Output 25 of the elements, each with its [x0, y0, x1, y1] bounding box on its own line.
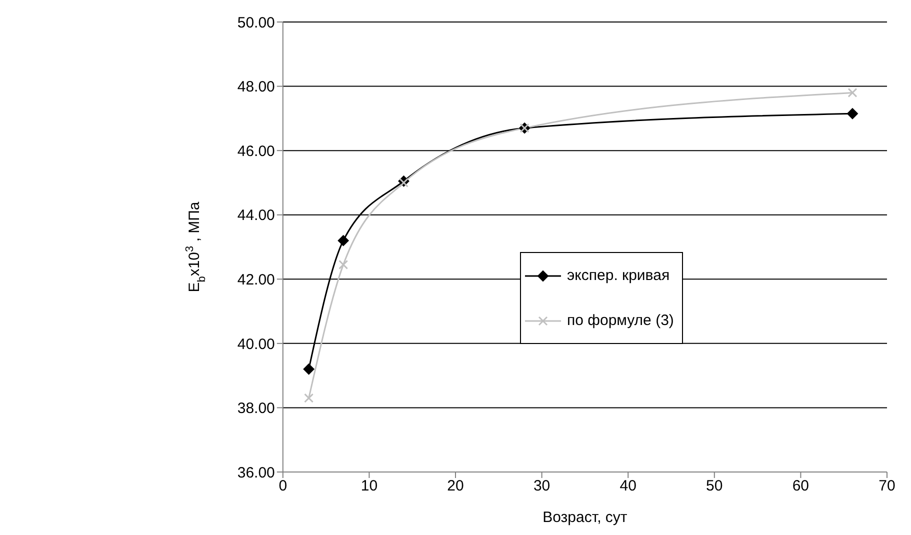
x-tick-label: 0 [278, 478, 288, 495]
legend-label: по формуле (3) [567, 312, 674, 329]
x-tick-label: 50 [706, 478, 723, 495]
x-axis-title: Возраст, сут [542, 509, 628, 526]
y-tick-label: 38.00 [237, 400, 275, 418]
legend-label: экспер. кривая [567, 267, 670, 284]
y-tick-label: 40.00 [237, 336, 275, 353]
point [303, 364, 314, 375]
point [848, 88, 858, 98]
y-tick-label: 42.00 [237, 271, 275, 288]
y-tick-label: 48.00 [237, 78, 275, 96]
x-tick-label: 30 [533, 478, 550, 495]
y-tick-label: 46.00 [237, 142, 275, 160]
y-tick-label: 36.00 [237, 464, 275, 482]
point [304, 393, 314, 403]
x-tick-label: 20 [447, 478, 464, 495]
y-tick-label: 50.00 [237, 14, 275, 32]
point [338, 235, 349, 246]
y-tick-label: 44.00 [237, 207, 275, 224]
point [846, 108, 858, 120]
x-tick-label: 40 [620, 478, 636, 495]
x-tick-label: 10 [360, 478, 378, 495]
x-tick-label: 60 [792, 478, 810, 495]
x-tick-label: 70 [878, 478, 896, 495]
point [338, 260, 348, 270]
